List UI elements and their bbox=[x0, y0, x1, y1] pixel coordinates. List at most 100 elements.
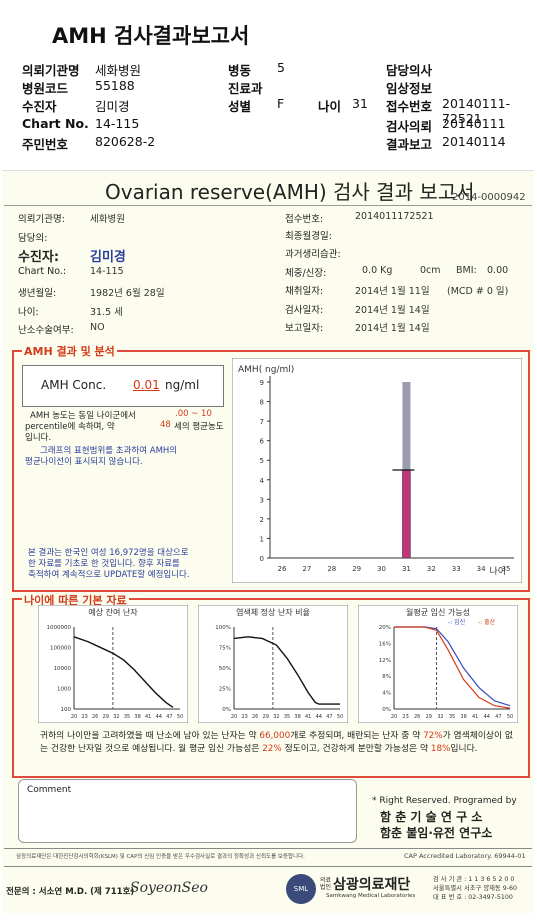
recv-label: 접수번호: bbox=[285, 214, 324, 225]
mini-x-tick: 47 bbox=[495, 714, 501, 720]
mini-y-tick: 100000 bbox=[50, 646, 71, 652]
x-tick-label: 27 bbox=[302, 565, 311, 573]
x-tick-label: 28 bbox=[327, 565, 336, 573]
inst-value: 세화병원 bbox=[90, 214, 125, 225]
mini-x-tick: 29 bbox=[103, 714, 109, 720]
mini-x-tick: 26 bbox=[92, 714, 98, 720]
y-tick-label: 8 bbox=[260, 399, 264, 407]
mini-y-tick: 16% bbox=[379, 641, 391, 647]
report-title: Ovarian reserve(AMH) 검사 결과 보고서 bbox=[105, 180, 475, 204]
mini-y-tick: 20% bbox=[379, 625, 391, 631]
report-date-label: 보고일자: bbox=[285, 323, 324, 334]
mini-x-tick: 38 bbox=[134, 714, 140, 720]
y-tick-label: 2 bbox=[260, 516, 264, 524]
mini-x-tick: 41 bbox=[145, 714, 151, 720]
mini-x-tick: 20 bbox=[231, 714, 237, 720]
mini-x-tick: 35 bbox=[284, 714, 290, 720]
mini-x-tick: 44 bbox=[484, 714, 490, 720]
lab-code: 검 사 기 관 : 1 1 3 6 5 2 0 0 bbox=[433, 876, 515, 883]
y-tick-label: 7 bbox=[260, 418, 264, 426]
amh-text-1: AMH 농도는 동일 나이군에서 bbox=[30, 411, 136, 421]
mini-x-tick: 23 bbox=[241, 714, 247, 720]
draw-label: 채취일자: bbox=[285, 286, 324, 297]
report-number: 2014-0000942 bbox=[452, 192, 526, 203]
x-tick-label: 29 bbox=[352, 565, 361, 573]
basic-text-1: 귀하의 나이만을 고려하였을 때 난소에 남아 있는 난자는 약 bbox=[40, 731, 257, 741]
header-label: 나이 bbox=[318, 99, 342, 114]
inst-label: 의뢰기관명: bbox=[18, 214, 65, 225]
specialist: 전문의 : 서소연 M.D. (제 711호) bbox=[6, 887, 135, 897]
mini-x-tick: 50 bbox=[337, 714, 343, 720]
header-value: 55188 bbox=[95, 78, 135, 93]
amh-note-2: 평균나이선이 표시되지 않습니다. bbox=[25, 457, 143, 467]
amh-text-4: 입니다. bbox=[25, 433, 52, 443]
amh-conc-value: 0.01 bbox=[133, 378, 160, 392]
lab-name: 삼광의료재단 bbox=[333, 877, 411, 893]
amh-section-title: AMH 결과 및 분석 bbox=[22, 343, 117, 359]
amh-text-3: 세의 평균농도 bbox=[174, 422, 224, 432]
header-value: 820628-2 bbox=[95, 134, 156, 149]
basic-text-4: 가 염색체이상이 없는 건강한 난자일 것으로 예상됩니다. 월 평균 임신 가… bbox=[40, 731, 513, 754]
lab-logo-text: SML bbox=[293, 885, 309, 893]
header-label: Chart No. bbox=[22, 116, 89, 131]
bmi-value: 0.00 bbox=[487, 265, 509, 276]
header-label: 주민번호 bbox=[22, 137, 69, 152]
basic-text-7: 입니다. bbox=[450, 744, 478, 754]
y-tick-label: 1 bbox=[260, 535, 264, 543]
eggs-value: 66,000 bbox=[259, 731, 291, 741]
pregnancy-value: 22% bbox=[262, 744, 282, 754]
mini-y-tick: 8% bbox=[382, 674, 391, 680]
amh-foot-1: 본 결과는 한국인 여성 16,972명을 대상으로 bbox=[28, 548, 189, 558]
header-label: 병동 bbox=[228, 63, 252, 78]
footer-divider bbox=[4, 848, 532, 849]
header-label: 진료과 bbox=[228, 81, 263, 96]
header-value: 세화병원 bbox=[95, 63, 142, 78]
header-value: 20140111-72521 bbox=[442, 96, 511, 126]
history-label: 과거생리습관: bbox=[285, 249, 341, 260]
mini-y-tick: 0% bbox=[222, 707, 231, 713]
mini-y-tick: 4% bbox=[382, 691, 391, 697]
mini-title: 염색체 정상 난자 비율 bbox=[236, 607, 310, 617]
rights-text: * Right Reserved. Programed by bbox=[372, 796, 517, 806]
amh-foot-3: 축적하여 계속적으로 UPDATE할 예정입니다. bbox=[28, 570, 190, 580]
lab-contact: 검 사 기 관 : 1 1 3 6 5 2 0 0 서울특별시 서초구 양재동 … bbox=[433, 875, 517, 902]
surgery-value: NO bbox=[90, 322, 105, 333]
mini-x-tick: 32 bbox=[437, 714, 443, 720]
header-value: 20140114 bbox=[442, 134, 506, 149]
mini-x-tick: 35 bbox=[449, 714, 455, 720]
y-tick-label: 9 bbox=[260, 379, 264, 387]
divider bbox=[4, 205, 532, 206]
org-name-1: 함 춘 기 술 연 구 소 bbox=[380, 810, 483, 824]
chart-label: Chart No.: bbox=[18, 266, 67, 277]
mini-x-tick: 26 bbox=[414, 714, 420, 720]
mini-y-tick: 100 bbox=[61, 707, 72, 713]
mini-x-tick: 32 bbox=[273, 714, 279, 720]
y-tick-label: 6 bbox=[260, 438, 265, 446]
bar-upper bbox=[402, 382, 411, 470]
header-label: 성별 bbox=[228, 99, 252, 114]
x-tick-label: 33 bbox=[452, 565, 461, 573]
basic-text-2: 개로 추정되며, 배란되는 난자 중 bbox=[290, 731, 410, 741]
amh-section-box bbox=[12, 350, 530, 592]
y-tick-label: 4 bbox=[260, 477, 265, 485]
comment-label: Comment bbox=[27, 785, 72, 795]
mini-y-tick: 12% bbox=[379, 658, 391, 664]
amh-equiv-age: 48 bbox=[160, 420, 171, 430]
remaining-eggs-line bbox=[73, 636, 174, 708]
bar-lower bbox=[402, 469, 411, 559]
y-tick-label: 0 bbox=[260, 555, 264, 563]
draw-value: 2014년 1월 11일 bbox=[355, 286, 430, 297]
lab-prefix-1: 의료 bbox=[320, 877, 332, 884]
lab-phone: 대 표 번 호 : 02-3497-5100 bbox=[433, 894, 513, 901]
normal-egg-ratio-chart: 염색체 정상 난자 비율 0% 25% 50% 75% 100% 20 23 26 29 32 35 3… bbox=[198, 605, 348, 723]
header-label: 접수번호 bbox=[386, 99, 433, 114]
mini-x-tick: 44 bbox=[156, 714, 162, 720]
lab-prefix: 의료 법인 bbox=[320, 877, 331, 891]
mini-x-tick: 38 bbox=[460, 714, 466, 720]
header-value: 14-115 bbox=[95, 116, 140, 131]
org-name-2: 함춘 불임·유전 연구소 bbox=[380, 826, 493, 840]
basic-text-6: 건강하게 분만할 가능성은 약 bbox=[322, 744, 429, 754]
x-tick-label: 34 bbox=[477, 565, 486, 573]
mini-x-tick: 23 bbox=[402, 714, 408, 720]
